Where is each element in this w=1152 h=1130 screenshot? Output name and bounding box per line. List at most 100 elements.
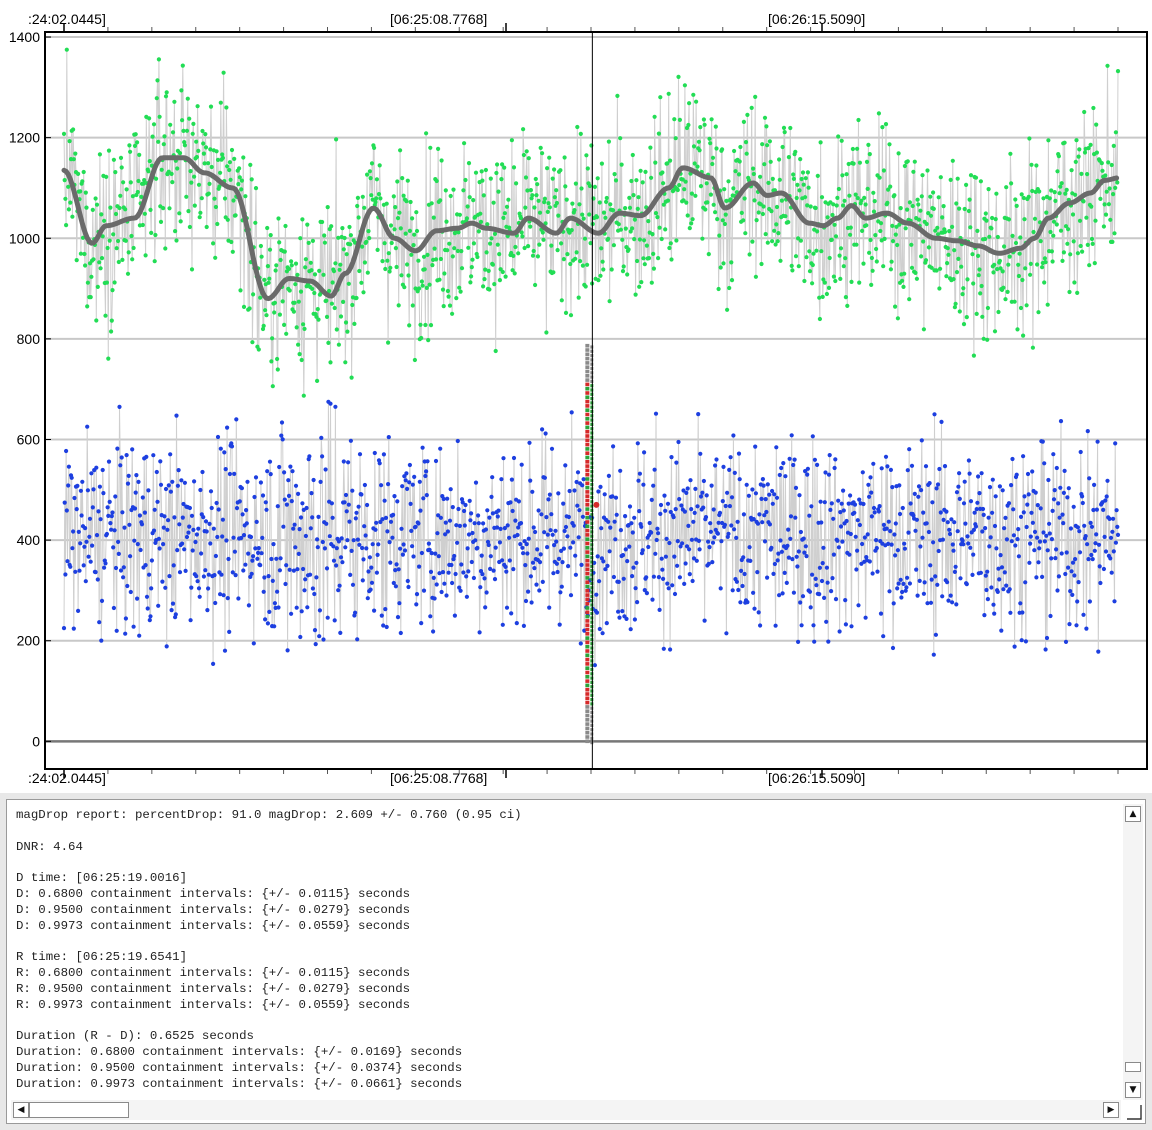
- down-arrow-icon[interactable]: ▼: [1125, 1082, 1141, 1098]
- comparison-point: [103, 313, 108, 318]
- light-curve-point: [528, 574, 534, 579]
- light-curve-point: [649, 530, 654, 535]
- event-marker: [585, 644, 590, 649]
- up-arrow-icon[interactable]: ▲: [1125, 806, 1141, 822]
- light-curve-point: [719, 539, 724, 544]
- light-curve-point: [438, 446, 443, 451]
- comparison-point: [1059, 181, 1064, 186]
- comparison-point: [161, 206, 166, 211]
- light-curve-point: [307, 454, 312, 459]
- resize-grip-icon[interactable]: [1125, 1103, 1143, 1121]
- comparison-point: [365, 270, 370, 275]
- comparison-point: [121, 180, 126, 185]
- comparison-point: [1047, 196, 1052, 201]
- light-curve-point: [1000, 488, 1005, 493]
- left-arrow-icon[interactable]: ◀: [13, 1102, 29, 1118]
- light-curve-point: [260, 535, 265, 541]
- comparison-point: [85, 280, 90, 285]
- comparison-point: [180, 118, 185, 123]
- comparison-point: [1023, 266, 1028, 271]
- light-curve-point: [946, 598, 951, 603]
- comparison-point: [407, 228, 412, 233]
- light-curve-point: [492, 577, 498, 582]
- comparison-point: [698, 184, 704, 189]
- comparison-point: [900, 278, 905, 283]
- light-curve-point: [919, 438, 924, 443]
- light-curve-plot-panel[interactable]: 0 200 400 600 800 1000 1200 1400 :24:02.0445] […: [0, 0, 1152, 793]
- light-curve-point: [1070, 592, 1075, 598]
- comparison-point: [329, 224, 334, 229]
- comparison-point: [188, 169, 193, 174]
- comparison-point: [641, 256, 646, 261]
- comparison-point: [278, 257, 283, 263]
- vertical-scroll-thumb[interactable]: [1125, 1062, 1141, 1072]
- light-curve-point: [990, 477, 995, 482]
- event-marker: [585, 696, 590, 701]
- light-curve-point: [778, 538, 783, 543]
- comparison-point: [947, 229, 952, 234]
- comparison-point: [482, 277, 487, 282]
- light-curve-point: [182, 547, 187, 552]
- light-curve-point: [414, 592, 420, 597]
- light-curve-point: [746, 493, 752, 498]
- light-curve-point: [769, 545, 774, 550]
- light-curve-point: [130, 447, 135, 452]
- comparison-point: [881, 264, 886, 269]
- comparison-point: [426, 338, 431, 343]
- comparison-point: [843, 295, 849, 300]
- comparison-point: [310, 238, 315, 243]
- light-curve-point: [947, 527, 952, 532]
- light-curve-point: [689, 507, 694, 512]
- comparison-point: [967, 197, 972, 202]
- comparison-point: [677, 183, 682, 188]
- light-curve-point: [925, 601, 930, 606]
- comparison-point: [1109, 162, 1114, 168]
- comparison-point: [89, 274, 94, 279]
- light-curve-point: [697, 547, 702, 552]
- light-curve-point: [710, 560, 715, 565]
- light-curve-point: [315, 537, 320, 542]
- light-curve-point: [405, 486, 410, 491]
- light-curve-point: [336, 539, 341, 544]
- vertical-scrollbar[interactable]: ▲ ▼: [1123, 804, 1143, 1100]
- horizontal-scrollbar[interactable]: ◀ ▶: [11, 1100, 1121, 1120]
- light-curve-point: [980, 529, 985, 534]
- report-text-panel[interactable]: magDrop report: percentDrop: 91.0 magDro…: [6, 799, 1146, 1124]
- light-curve-point: [757, 512, 762, 517]
- comparison-point: [275, 367, 280, 372]
- comparison-point: [807, 249, 812, 254]
- light-curve-point: [532, 566, 537, 571]
- light-curve-point: [937, 466, 942, 472]
- comparison-point: [326, 340, 331, 345]
- light-curve-point: [651, 483, 656, 488]
- light-curve-point: [264, 507, 269, 512]
- light-curve-point: [103, 561, 108, 566]
- event-marker: [585, 687, 590, 692]
- comparison-point: [874, 246, 879, 252]
- event-marker: [585, 683, 590, 688]
- comparison-point: [653, 211, 659, 216]
- comparison-point: [192, 203, 197, 208]
- light-curve-point: [698, 451, 703, 456]
- light-curve-point: [695, 504, 700, 509]
- light-curve-point: [1103, 498, 1108, 503]
- right-arrow-icon[interactable]: ▶: [1103, 1102, 1119, 1118]
- light-curve-point: [197, 594, 202, 599]
- comparison-point: [214, 149, 219, 154]
- light-curve-point: [443, 532, 448, 537]
- comparison-point: [671, 188, 676, 193]
- light-curve-point: [803, 544, 808, 549]
- light-curve-point: [99, 598, 105, 604]
- light-curve-point: [875, 569, 880, 574]
- comparison-point: [578, 259, 583, 264]
- magdrop-report[interactable]: magDrop report: percentDrop: 91.0 magDro…: [16, 808, 1116, 1098]
- comparison-point: [923, 258, 929, 263]
- light-curve-point: [625, 559, 630, 564]
- light-curve-point: [1069, 569, 1074, 574]
- light-curve-point: [1058, 419, 1064, 424]
- light-curve-point: [595, 554, 600, 559]
- comparison-point: [221, 70, 226, 75]
- comparison-point: [598, 273, 603, 278]
- horizontal-scroll-thumb[interactable]: [29, 1102, 129, 1118]
